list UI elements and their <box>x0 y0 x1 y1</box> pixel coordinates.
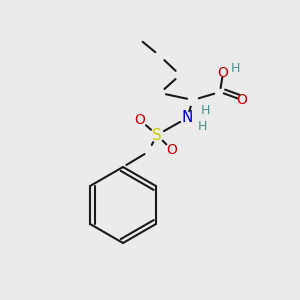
Text: H: H <box>230 61 240 74</box>
Text: H: H <box>200 103 210 116</box>
Text: O: O <box>218 66 228 80</box>
Text: O: O <box>237 93 248 107</box>
Text: H: H <box>197 119 207 133</box>
Text: O: O <box>167 143 177 157</box>
Text: S: S <box>152 128 162 142</box>
Text: N: N <box>181 110 193 125</box>
Text: O: O <box>135 113 146 127</box>
